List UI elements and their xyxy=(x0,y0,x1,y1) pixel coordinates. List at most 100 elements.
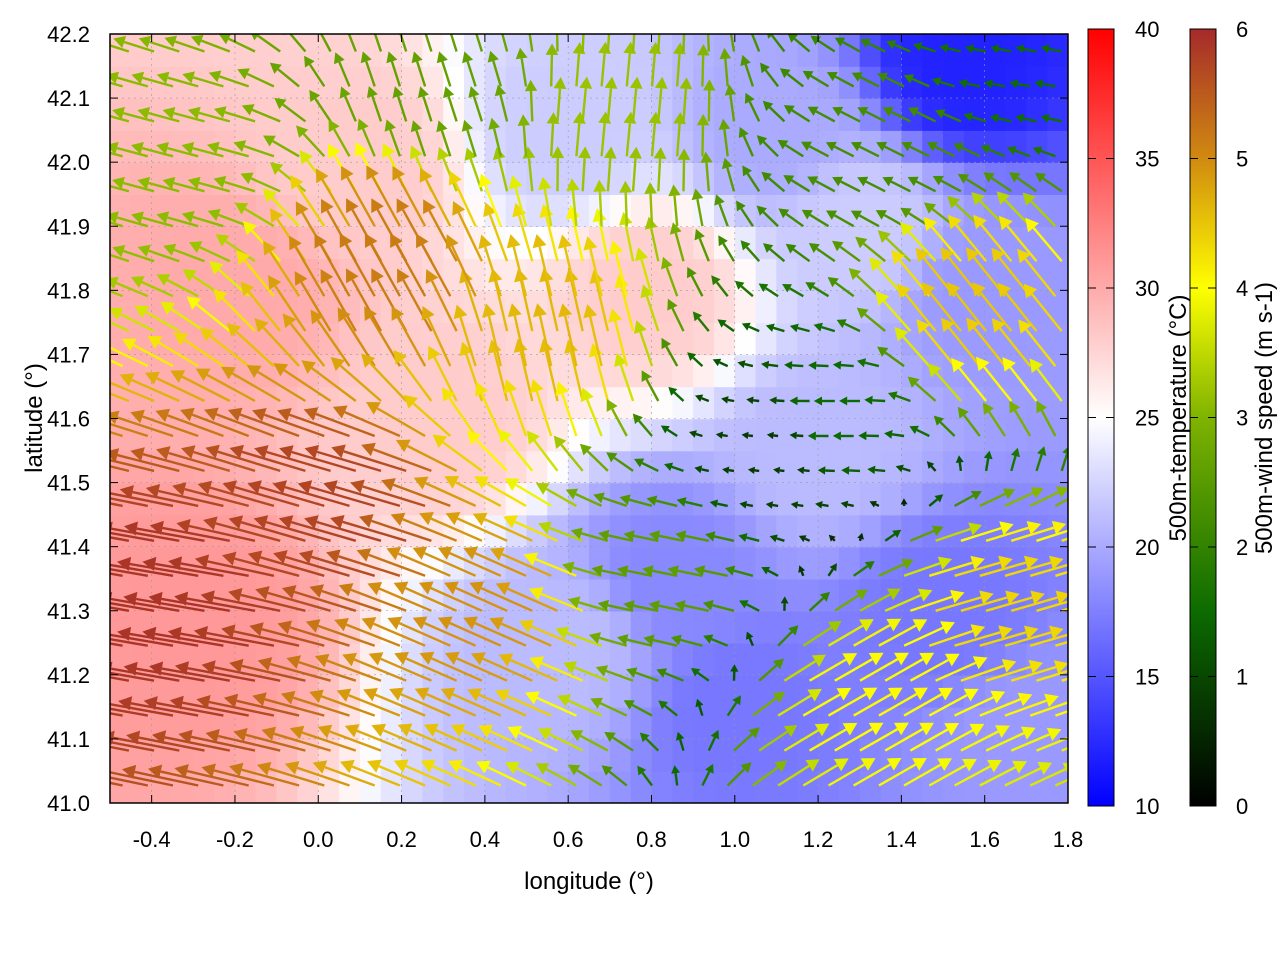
temperature-cell xyxy=(922,258,944,292)
wind-vector xyxy=(508,175,528,227)
wind-vector xyxy=(312,760,376,787)
temperature-cell xyxy=(1047,98,1068,131)
wind-vector xyxy=(399,34,408,52)
wind-vector xyxy=(131,211,174,228)
temperature-cell xyxy=(693,418,715,452)
temperature-cell xyxy=(693,514,715,548)
temperature-cell xyxy=(963,386,986,420)
wind-vector xyxy=(555,381,578,437)
wind-vector xyxy=(1015,44,1037,54)
wind-vector xyxy=(339,233,376,297)
wind-vector xyxy=(689,430,703,438)
temperature-cell xyxy=(651,450,674,484)
temperature-cell xyxy=(818,162,840,195)
wind-vector xyxy=(282,313,326,367)
temperature-cell xyxy=(505,482,528,516)
temperature-cell xyxy=(1005,450,1028,484)
wind-vector xyxy=(694,565,728,577)
wind-vector xyxy=(110,781,123,787)
wind-vector xyxy=(201,660,281,682)
temperature-cell xyxy=(1047,130,1068,163)
x-tick-label: 1.8 xyxy=(1053,827,1084,852)
temperature-cell xyxy=(297,418,319,452)
wind-vector xyxy=(222,480,300,508)
wind-vector xyxy=(765,323,785,333)
wind-vector xyxy=(142,626,224,647)
wind-vector xyxy=(827,687,878,717)
wind-vector xyxy=(387,616,451,647)
temperature-cell xyxy=(1026,674,1048,708)
wind-vector xyxy=(706,34,710,52)
wind-vector xyxy=(588,632,628,647)
temperature-cell xyxy=(235,98,257,131)
wind-vector xyxy=(1055,709,1068,717)
wind-vector xyxy=(783,175,811,193)
wind-vector xyxy=(656,668,684,682)
wind-vector xyxy=(813,396,835,406)
wind-vector xyxy=(832,106,861,123)
temperature-cell xyxy=(734,354,757,388)
wind-vector xyxy=(505,761,552,787)
wind-vector xyxy=(1009,172,1038,193)
wind-vector xyxy=(361,442,432,473)
wind-vector xyxy=(687,352,704,367)
wind-vector xyxy=(467,688,527,717)
wind-vector xyxy=(558,234,578,297)
temperature-cell xyxy=(401,66,424,99)
temperature-cell xyxy=(880,354,903,388)
wind-vector xyxy=(445,512,508,542)
wind-vector xyxy=(249,622,325,647)
temperature-cell xyxy=(734,642,757,676)
wind-vector xyxy=(304,55,326,88)
wind-vector xyxy=(350,479,426,508)
wind-vector xyxy=(189,241,231,263)
temperature-cell xyxy=(547,450,569,484)
wind-vector xyxy=(110,707,149,717)
wind-vector xyxy=(199,327,250,368)
y-tick-label: 41.3 xyxy=(47,599,90,624)
wind-vector xyxy=(798,535,811,543)
wind-vector xyxy=(897,283,937,332)
wind-vector xyxy=(110,410,174,438)
wind-vector xyxy=(535,763,577,787)
wind-vector xyxy=(1040,44,1062,54)
wind-vector xyxy=(110,730,180,752)
temperature-cell xyxy=(880,450,903,484)
temperature-cell xyxy=(526,354,549,388)
wind-vector xyxy=(277,408,350,438)
wind-vector xyxy=(555,626,603,647)
temperature-cell xyxy=(318,771,340,803)
temperature-cell xyxy=(1047,162,1068,195)
wind-vector xyxy=(507,726,559,752)
wind-vector xyxy=(805,282,830,298)
wind-vector xyxy=(802,620,842,647)
temperature-cell xyxy=(901,34,923,67)
wind-vector xyxy=(553,77,567,122)
wind-colorbar-label: 500m-wind speed (m s-1) xyxy=(1251,282,1278,554)
temperature-cell xyxy=(1026,290,1048,324)
temperature-cell xyxy=(838,130,861,163)
temperature-cell xyxy=(339,450,361,484)
wind-vector xyxy=(412,546,477,577)
temperature-cell xyxy=(755,354,778,388)
wind-vector xyxy=(742,165,761,192)
temperature-cell xyxy=(943,162,965,195)
temperature-cell xyxy=(818,482,840,516)
temperature-cell xyxy=(693,771,715,803)
wind-vector xyxy=(779,68,805,88)
wind-vector xyxy=(707,729,720,752)
x-tick-label: 0.2 xyxy=(386,827,417,852)
wind-tick-label: 3 xyxy=(1236,406,1248,431)
wind-vector xyxy=(393,349,433,402)
wind-vector xyxy=(257,657,331,682)
wind-vector xyxy=(903,74,930,88)
wind-vector xyxy=(113,36,155,53)
temperature-cell xyxy=(276,66,299,99)
temperature-cell xyxy=(838,482,861,516)
wind-vector xyxy=(110,320,130,333)
temperature-cell xyxy=(422,450,444,484)
temperature-cell xyxy=(734,386,757,420)
wind-vector xyxy=(147,335,199,368)
wind-vector xyxy=(729,34,736,52)
y-tick-label: 42.2 xyxy=(47,22,90,47)
